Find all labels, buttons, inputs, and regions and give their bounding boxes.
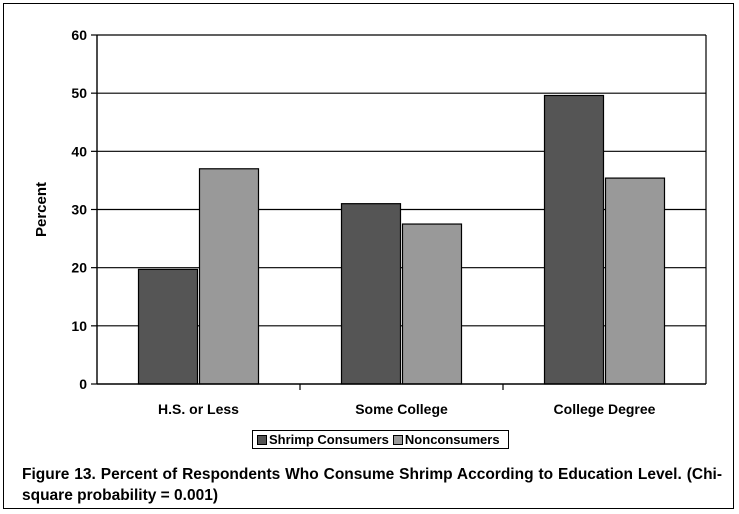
x-tick-label: H.S. or Less: [158, 401, 239, 417]
y-tick-label: 40: [71, 143, 87, 159]
bars: [137, 94, 666, 385]
legend-swatch-nonconsumers: [392, 434, 403, 445]
legend: Shrimp Consumers Nonconsumers: [252, 430, 509, 449]
bar-nonconsumers: [198, 168, 260, 385]
axes: 0 10 20 30 40 50 60 H.S. or Less Some College Col…: [71, 27, 707, 417]
y-tick-label: 60: [71, 27, 87, 43]
bar-shrimp-consumers: [543, 94, 605, 385]
y-axis-title: Percent: [33, 182, 50, 237]
legend-label-nonconsumers: Nonconsumers: [404, 432, 500, 447]
x-tick-label: Some College: [355, 401, 448, 417]
bar-shrimp-consumers: [340, 203, 402, 385]
y-tick-label: 10: [71, 318, 87, 334]
bar-nonconsumers: [604, 177, 666, 385]
legend-swatch-shrimp-consumers: [257, 434, 267, 445]
y-tick-label: 0: [79, 376, 87, 392]
bar-nonconsumers: [401, 223, 463, 385]
figure-caption: Figure 13. Percent of Respondents Who Co…: [22, 466, 722, 504]
legend-item-series-2: Nonconsumers: [392, 432, 500, 447]
y-tick-label: 50: [71, 85, 87, 101]
y-tick-label: 30: [71, 202, 87, 218]
bar-shrimp-consumers: [137, 268, 199, 385]
y-tick-label: 20: [71, 260, 87, 276]
legend-label-shrimp-consumers: Shrimp Consumers: [269, 432, 389, 447]
gridlines: [97, 34, 706, 327]
x-tick-label: College Degree: [554, 401, 656, 417]
legend-item-series-1: Shrimp Consumers: [257, 432, 389, 447]
